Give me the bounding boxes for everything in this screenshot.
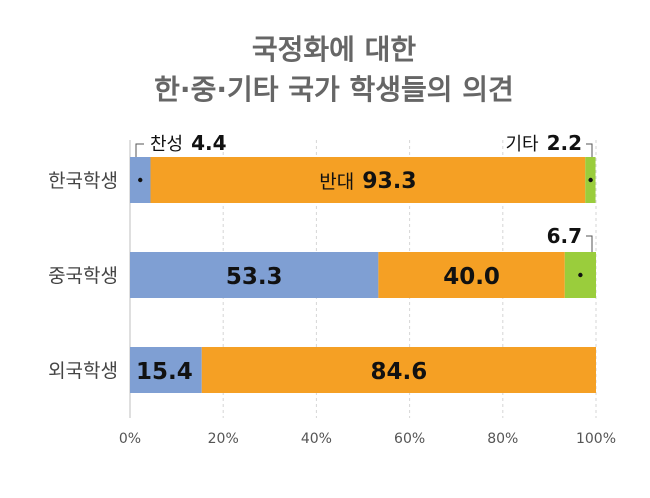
callout-other-china: 6.7 — [547, 224, 582, 248]
callout-line — [135, 143, 144, 157]
label-oppose-korea: 반대 93.3 — [319, 169, 416, 194]
chart-title-line-2: 한·중·기타 국가 학생들의 의견 — [154, 73, 514, 106]
x-axis-ticks: 0% 20% 40% 60% 80% 100% — [119, 431, 616, 447]
category-label: 한국학생 — [48, 170, 118, 192]
callout-prefix: 찬성 — [150, 134, 183, 155]
bar-segment-찬성 — [130, 347, 202, 393]
marker-dot — [588, 177, 593, 183]
bar-segment-반대 — [150, 157, 586, 203]
data-labels: 찬성 4.4 반대 93.3 기타 2.2 53.3 40.0 6.7 15.4 84.6 — [135, 131, 593, 385]
callout-agree-korea: 찬성 4.4 — [150, 131, 227, 155]
x-tick-label: 80% — [487, 431, 518, 447]
bars — [130, 157, 596, 393]
callout-value: 4.4 — [191, 131, 226, 155]
label-oppose-china: 40.0 — [443, 264, 500, 290]
label-agree-foreign: 15.4 — [136, 359, 193, 385]
x-tick-label: 60% — [394, 431, 425, 447]
x-tick-label: 40% — [301, 431, 332, 447]
x-tick-label: 20% — [208, 431, 239, 447]
x-tick-label: 0% — [119, 431, 141, 447]
label-agree-china: 53.3 — [226, 264, 283, 290]
bar-segment-반대 — [201, 347, 596, 393]
label-oppose-foreign: 84.6 — [371, 359, 428, 385]
label-value: 93.3 — [362, 169, 416, 194]
marker-dot — [578, 272, 583, 278]
category-label: 중국학생 — [48, 265, 118, 287]
callout-value: 2.2 — [547, 131, 582, 155]
callout-line — [586, 235, 593, 252]
callout-line — [586, 143, 593, 157]
label-prefix: 반대 — [319, 171, 354, 193]
x-tick-label: 100% — [576, 431, 616, 447]
category-label: 외국학생 — [48, 360, 118, 382]
bar-segment-반대 — [378, 252, 565, 298]
chart-title-line-1: 국정화에 대한 — [252, 33, 417, 66]
bar-segment-찬성 — [130, 252, 379, 298]
callout-other-korea: 기타 2.2 — [505, 131, 582, 155]
marker-dot — [138, 177, 143, 183]
callout-prefix: 기타 — [505, 134, 539, 155]
